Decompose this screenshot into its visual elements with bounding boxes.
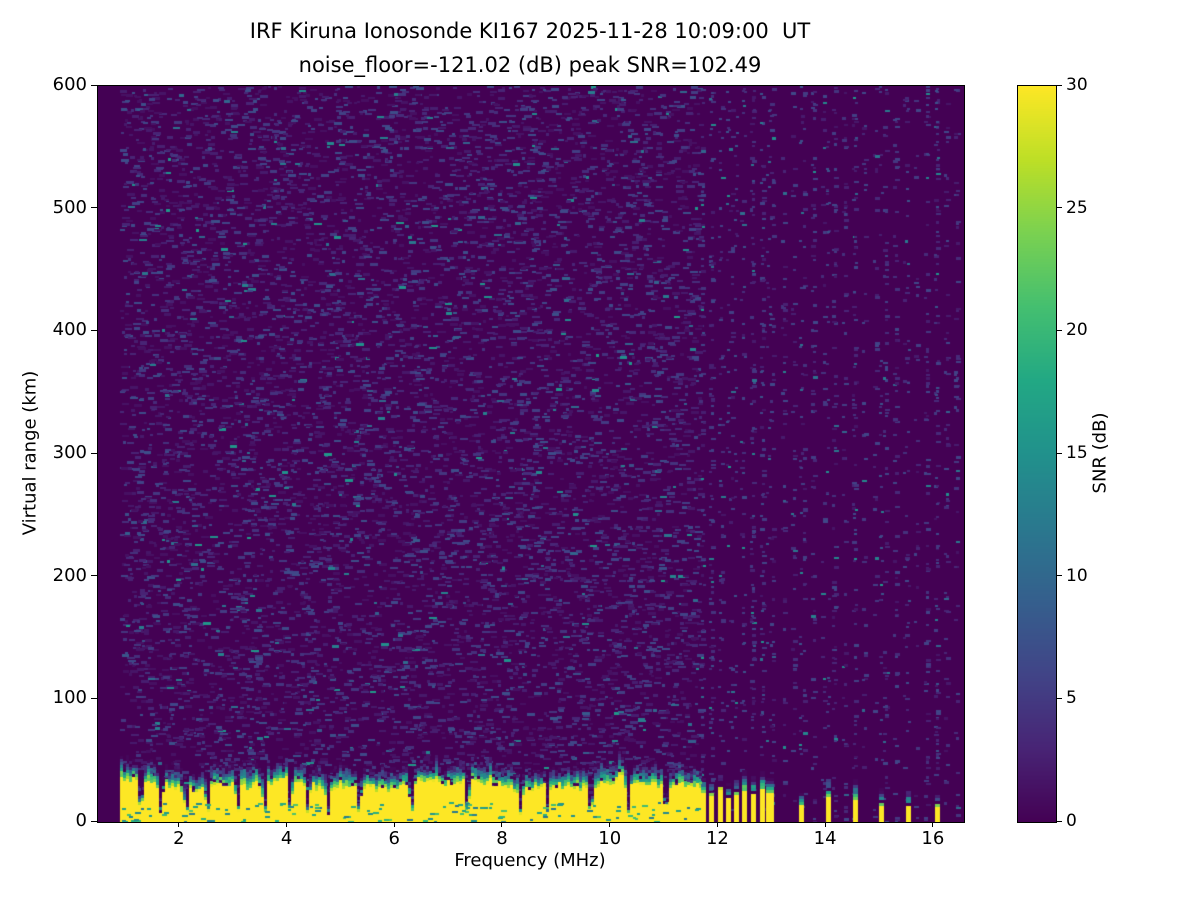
y-tick-mark	[91, 330, 97, 331]
x-tick-label: 4	[280, 828, 293, 849]
y-tick-label: 200	[52, 564, 87, 586]
y-tick-mark	[91, 575, 97, 576]
colorbar-tick-mark	[1057, 330, 1062, 331]
colorbar-tick-label: 15	[1066, 443, 1088, 463]
colorbar-tick-label: 25	[1066, 197, 1088, 218]
colorbar-tick-label: 30	[1066, 75, 1088, 95]
y-tick-mark	[91, 453, 97, 454]
x-tick-label: 2	[173, 828, 185, 849]
x-tick-mark	[825, 822, 826, 827]
colorbar-tick-mark	[1057, 575, 1062, 576]
x-tick-mark	[609, 822, 610, 827]
y-tick-mark	[91, 85, 97, 86]
x-tick-label: 16	[921, 828, 945, 849]
colorbar-tick-mark	[1057, 207, 1062, 208]
colorbar-tick-mark	[1057, 85, 1062, 86]
y-tick-mark	[91, 821, 97, 822]
x-tick-mark	[501, 822, 502, 827]
colorbar-tick-mark	[1057, 453, 1062, 454]
x-tick-mark	[394, 822, 395, 827]
x-tick-label: 6	[388, 828, 400, 849]
colorbar-tick-mark	[1057, 698, 1062, 699]
x-tick-label: 14	[813, 828, 837, 849]
y-tick-label: 500	[52, 196, 87, 218]
y-tick-label: 400	[52, 319, 87, 341]
y-tick-mark	[91, 698, 97, 699]
y-tick-label: 0	[75, 810, 87, 831]
y-tick-label: 600	[52, 74, 87, 95]
colorbar	[1017, 85, 1057, 823]
x-axis-label: Frequency (MHz)	[454, 850, 606, 871]
x-tick-mark	[178, 822, 179, 827]
x-tick-mark	[932, 822, 933, 827]
x-tick-label: 12	[705, 828, 729, 849]
colorbar-tick-label: 20	[1066, 320, 1088, 341]
colorbar-gradient-canvas	[1018, 86, 1056, 822]
colorbar-tick-label: 10	[1066, 565, 1088, 586]
figure-subtitle: noise_floor=-121.02 (dB) peak SNR=102.49	[298, 53, 762, 77]
heatmap-plot-area	[97, 85, 965, 823]
y-tick-mark	[91, 207, 97, 208]
x-tick-label: 8	[496, 828, 508, 849]
ionogram-heatmap-canvas	[98, 86, 964, 822]
colorbar-tick-label: 5	[1066, 688, 1077, 709]
y-tick-label: 300	[52, 442, 87, 463]
colorbar-tick-label: 0	[1066, 811, 1077, 831]
y-tick-label: 100	[52, 687, 87, 709]
x-tick-label: 10	[598, 828, 622, 849]
x-tick-mark	[286, 822, 287, 827]
x-tick-mark	[717, 822, 718, 827]
colorbar-tick-mark	[1057, 821, 1062, 822]
figure-title: IRF Kiruna Ionosonde KI167 2025-11-28 10…	[249, 19, 811, 43]
